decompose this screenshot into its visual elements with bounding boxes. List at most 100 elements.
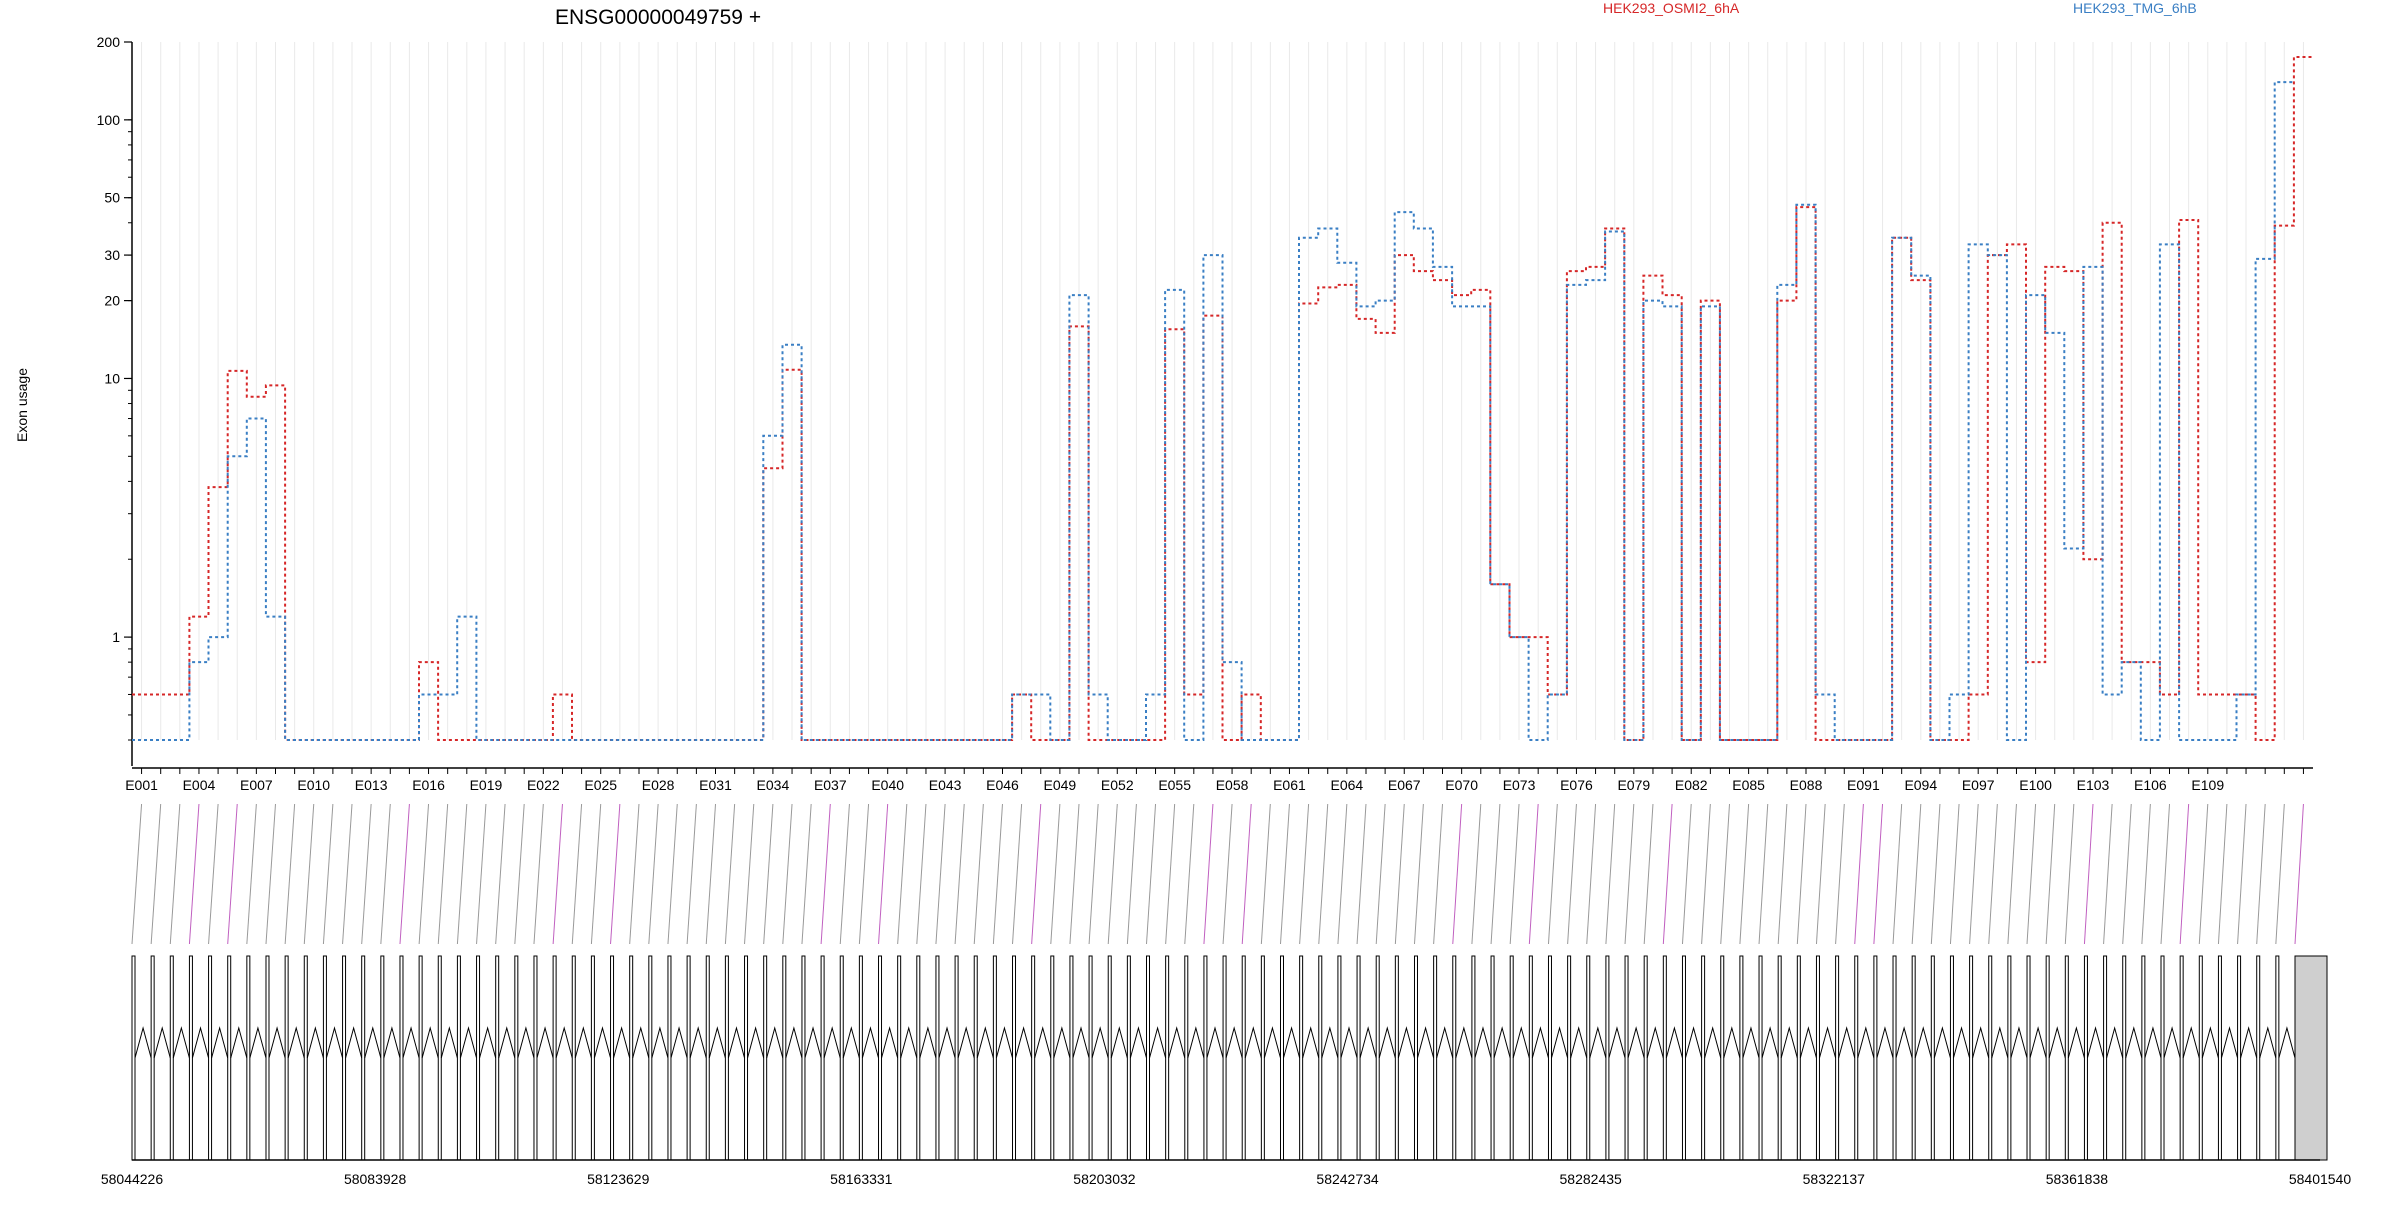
exon-connector (2294, 803, 2304, 945)
intron-line (2067, 1026, 2085, 1059)
exon-box (648, 955, 653, 1161)
intron-line (153, 1026, 171, 1059)
exon-box (1720, 955, 1725, 1161)
exon-box (1069, 955, 1074, 1161)
genomic-tick-label: 58123629 (587, 1171, 650, 1187)
exon-box (2026, 955, 2031, 1161)
exon-box (495, 955, 500, 1161)
exon-box (1949, 955, 1954, 1161)
intron-line (1914, 1026, 1932, 1059)
genomic-tick-label: 58203032 (1073, 1171, 1136, 1187)
exon-connector (1720, 803, 1730, 945)
intron-line (287, 1026, 305, 1059)
exon-connector (878, 803, 889, 945)
exon-connector (2045, 803, 2056, 945)
exon-connector (1222, 803, 1233, 945)
gene-model (131, 955, 2328, 1161)
exon-connector (1969, 803, 1979, 945)
intron-line (2182, 1026, 2200, 1059)
exon-connector (1452, 803, 1463, 945)
exon-connector (724, 803, 736, 945)
exon-box (992, 955, 997, 1161)
intron-line (2010, 1026, 2028, 1059)
intron-line (230, 1026, 248, 1059)
exon-connector (2007, 803, 2017, 945)
exon-box (1892, 955, 1897, 1161)
exon-connector (380, 803, 391, 945)
x-tick-label: E004 (183, 777, 216, 793)
exon-connector (973, 803, 984, 945)
exon-connector (1528, 803, 1539, 945)
exon-box (1681, 955, 1686, 1161)
exon-box (1911, 955, 1916, 1161)
exon-box (1165, 955, 1170, 1161)
exon-box (1701, 955, 1706, 1161)
exon-box (1203, 955, 1208, 1161)
exon-box (418, 955, 423, 1161)
intron-line (1072, 1026, 1090, 1059)
exon-connector (246, 803, 257, 945)
exon-box (1012, 955, 1017, 1161)
x-tick-label: E055 (1158, 777, 1191, 793)
exon-box (2045, 955, 2050, 1161)
x-tick-label: E079 (1617, 777, 1650, 793)
exon-box (2294, 955, 2328, 1161)
exon-box (610, 955, 615, 1161)
intron-line (900, 1026, 918, 1059)
exon-box (2141, 955, 2146, 1161)
exon-connector (227, 803, 238, 945)
exon-box (1107, 955, 1112, 1161)
exon-box (935, 955, 940, 1161)
intron-line (1244, 1026, 1262, 1059)
exon-box (744, 955, 749, 1161)
intron-line (1455, 1026, 1473, 1059)
exon-box (1452, 955, 1457, 1161)
intron-line (1225, 1026, 1243, 1059)
exon-connector (2122, 803, 2132, 945)
intron-line (1991, 1026, 2009, 1059)
intron-line (1570, 1026, 1588, 1059)
exon-box (1260, 955, 1265, 1161)
legend-entry-osmi2: HEK293_OSMI2_6hA (1603, 0, 1740, 16)
x-tick-label: E106 (2134, 777, 2167, 793)
intron-line (670, 1026, 688, 1059)
intron-line (517, 1026, 535, 1059)
exon-box (1605, 955, 1610, 1161)
exon-box (1796, 955, 1801, 1161)
x-tick-label: E109 (2191, 777, 2224, 793)
x-tick-label: E061 (1273, 777, 1306, 793)
exon-box (1758, 955, 1763, 1161)
exon-connector (1088, 803, 1099, 945)
exon-connector (1777, 803, 1788, 945)
y-tick-label: 200 (97, 34, 121, 50)
intron-line (498, 1026, 516, 1059)
y-tick-label: 1 (112, 629, 120, 645)
exon-box (782, 955, 787, 1161)
exon-box (246, 955, 251, 1161)
exon-box (839, 955, 844, 1161)
exon-box (131, 955, 136, 1161)
intron-line (593, 1026, 612, 1059)
exon-box (1318, 955, 1323, 1161)
exon-box (1509, 955, 1514, 1161)
exon-box (1146, 955, 1151, 1161)
exon-box (2122, 955, 2127, 1161)
intron-line (2029, 1026, 2047, 1059)
exon-connector (782, 803, 793, 945)
exon-connector (1241, 803, 1252, 945)
exon-connector (1892, 803, 1903, 945)
intron-line (938, 1026, 956, 1059)
exon-box (322, 955, 327, 1161)
exon-connector (801, 803, 812, 945)
genomic-tick-label: 58282435 (1560, 1171, 1623, 1187)
axes: 1 10 20 30 50 100 200 E001 E004 E007 E010 E013 E016 E… (97, 34, 2313, 793)
exon-connector (1758, 803, 1769, 945)
exon-connector (1471, 803, 1482, 945)
intron-line (306, 1026, 324, 1059)
x-tick-label: E058 (1216, 777, 1249, 793)
exon-box (1873, 955, 1878, 1161)
exon-box (1433, 955, 1438, 1161)
x-tick-label: E067 (1388, 777, 1421, 793)
intron-line (325, 1026, 344, 1059)
exon-box (1643, 955, 1648, 1161)
